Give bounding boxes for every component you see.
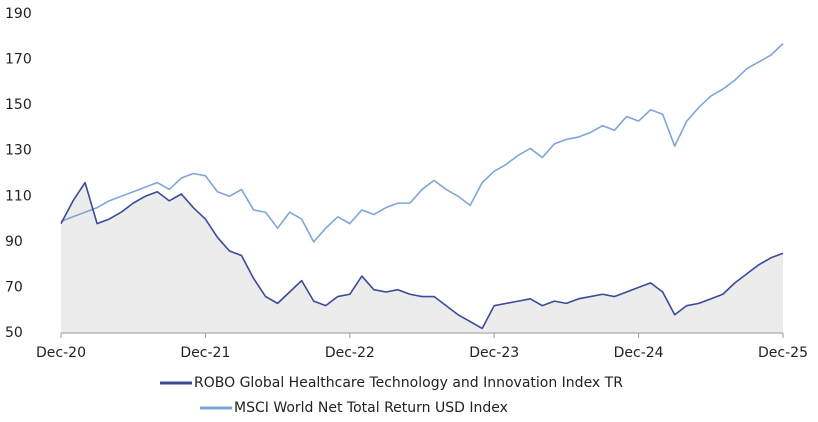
x-tick-label: Dec-21 (180, 345, 230, 361)
y-tick-label: 170 (5, 52, 32, 68)
x-tick-label: Dec-23 (469, 345, 519, 361)
legend-label: MSCI World Net Total Return USD Index (234, 400, 508, 416)
series-line (60, 181, 784, 330)
series-line (60, 43, 784, 243)
y-tick-label: 70 (5, 279, 23, 295)
y-tick-label: 110 (5, 188, 32, 204)
y-tick-label: 130 (5, 143, 32, 159)
y-tick-label: 190 (5, 6, 32, 22)
area-fill (61, 182, 783, 333)
x-tick-label: Dec-20 (36, 345, 86, 361)
y-tick-label: 90 (5, 234, 23, 250)
y-tick-label: 50 (5, 325, 23, 341)
y-tick-label: 150 (5, 97, 32, 113)
x-tick-label: Dec-22 (325, 345, 375, 361)
x-tick-label: Dec-24 (614, 345, 664, 361)
x-tick-label: Dec-25 (758, 345, 808, 361)
legend-label: ROBO Global Healthcare Technology and In… (194, 375, 623, 391)
